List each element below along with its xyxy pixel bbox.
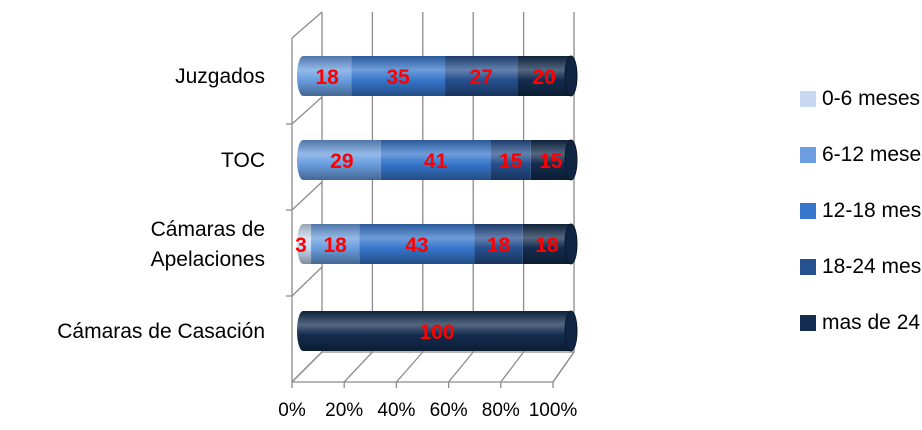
floor-gridline xyxy=(343,351,373,383)
legend-swatch xyxy=(800,147,816,163)
value-axis-labels: 0% 20% 40% 60% 80% 100% xyxy=(278,400,577,421)
x-tick-label: 20% xyxy=(325,400,363,421)
data-label: 35 xyxy=(386,66,410,89)
legend-item-12-18-meses: 12-18 meses xyxy=(800,199,922,222)
data-label: 20 xyxy=(533,66,556,89)
data-label: 41 xyxy=(424,150,448,173)
legend-swatch xyxy=(800,315,816,331)
bar-end-cap xyxy=(564,310,578,352)
x-tick-label: 40% xyxy=(377,400,415,421)
category-label-juzgados: Juzgados xyxy=(175,65,265,88)
data-label: 18 xyxy=(323,234,347,257)
category-separator xyxy=(291,96,323,125)
floor-gridline xyxy=(291,351,323,383)
floor-gridline xyxy=(448,351,474,383)
bar-camaras-de-casacion-mas-de-24-meses xyxy=(303,311,571,351)
x-tick-label: 100% xyxy=(529,400,578,421)
x-tick-label: 60% xyxy=(430,400,468,421)
data-label: 15 xyxy=(539,150,563,173)
legend-label: 0-6 meses xyxy=(822,87,920,110)
data-label: 15 xyxy=(499,150,523,173)
data-labels: 18 35 27 20 29 41 15 15 3 18 43 18 18 100 xyxy=(295,66,563,344)
data-label: 18 xyxy=(487,234,511,257)
left-wall-top-edge xyxy=(291,11,323,39)
floor-gridline xyxy=(552,351,575,383)
bar-camaras-de-apelaciones-18-24-meses xyxy=(474,224,523,264)
category-separator xyxy=(291,181,323,211)
legend-label: 12-18 meses xyxy=(822,199,922,222)
legend-label: mas de 24 meses xyxy=(822,311,922,334)
x-tick-label: 80% xyxy=(482,400,520,421)
bar-start-cap xyxy=(297,140,309,180)
category-label-camaras-de-apelaciones: Cámaras de Apelaciones xyxy=(151,218,265,271)
legend-swatch xyxy=(800,203,816,219)
legend-item-mas-de-24-meses: mas de 24 meses xyxy=(800,311,922,334)
bar-end-cap xyxy=(564,139,578,181)
legend: 0-6 meses 6-12 meses 12-18 meses 18-24 mese… xyxy=(800,87,922,334)
legend-label: 18-24 meses xyxy=(822,255,922,278)
data-label: 18 xyxy=(535,234,559,257)
bar-toc-6-12-meses xyxy=(303,140,381,180)
bar-end-cap xyxy=(564,223,578,265)
bar-camaras-de-apelaciones-mas-de-24-meses xyxy=(522,224,571,264)
bar-camaras-de-apelaciones-6-12-meses xyxy=(311,224,360,264)
bar-juzgados-6-12-meses xyxy=(303,56,352,96)
legend-item-18-24-meses: 18-24 meses xyxy=(800,255,922,278)
floor-gridline xyxy=(500,351,525,383)
bar-camaras-de-apelaciones-12-18-meses xyxy=(359,224,475,264)
legend-swatch xyxy=(800,259,816,275)
data-label: 100 xyxy=(419,321,454,344)
data-label: 29 xyxy=(330,150,353,173)
bars xyxy=(297,55,578,352)
legend-item-6-12-meses: 6-12 meses xyxy=(800,143,922,166)
x-tick-label: 0% xyxy=(278,400,306,421)
bar-start-cap xyxy=(297,311,309,351)
bar-juzgados-18-24-meses xyxy=(445,56,518,96)
bar-toc-12-18-meses xyxy=(380,140,491,180)
floor-gridline xyxy=(395,351,424,383)
legend-label: 6-12 meses xyxy=(822,143,922,166)
bar-juzgados-mas-de-24-meses xyxy=(517,56,571,96)
category-axis-labels: Juzgados TOC Cámaras de Apelaciones Cámaras … xyxy=(57,65,265,343)
bar-toc-mas-de-24-meses xyxy=(530,140,571,180)
bar-end-cap xyxy=(564,55,578,97)
data-label: 18 xyxy=(315,66,339,89)
category-label-toc: TOC xyxy=(221,149,265,172)
bar-start-cap xyxy=(297,56,309,96)
category-label-camaras-de-casacion: Cámaras de Casación xyxy=(57,320,265,343)
bar-juzgados-12-18-meses xyxy=(351,56,446,96)
data-label: 3 xyxy=(295,234,307,257)
legend-item-0-6-meses: 0-6 meses xyxy=(800,87,920,110)
category-separator xyxy=(291,266,323,297)
legend-swatch xyxy=(800,91,816,107)
data-label: 43 xyxy=(405,234,428,257)
bar-start-cap xyxy=(297,224,309,264)
data-label: 27 xyxy=(470,66,493,89)
bar-toc-18-24-meses xyxy=(490,140,531,180)
